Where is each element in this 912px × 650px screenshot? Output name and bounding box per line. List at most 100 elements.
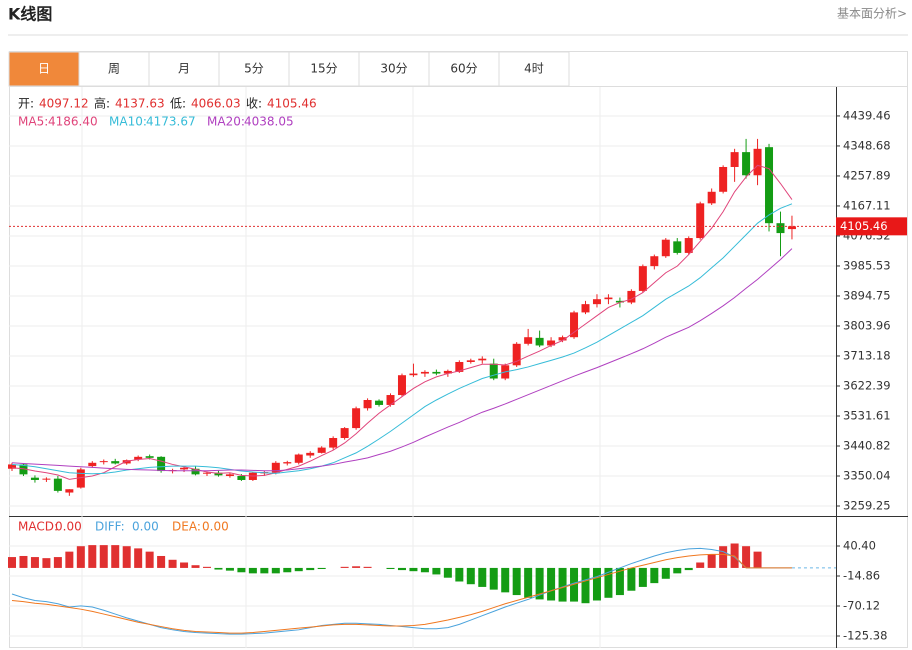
y-tick-label: -70.12 — [843, 598, 880, 612]
tab-label[interactable]: 周 — [108, 62, 120, 76]
ohlc-label: 低: — [170, 97, 186, 111]
macd-bar — [340, 566, 349, 568]
ohlc-label: 高: — [94, 96, 110, 111]
macd-bar — [30, 557, 39, 568]
macd-bar — [684, 567, 693, 571]
candle-body — [294, 454, 303, 463]
candle-body — [317, 447, 326, 453]
tab[interactable] — [358, 51, 430, 87]
candle-body — [535, 337, 544, 346]
macd-bar — [627, 567, 636, 591]
y-tick-label: 4257.89 — [843, 168, 891, 182]
tab-label[interactable]: 60分 — [450, 62, 477, 76]
candle-body — [352, 408, 361, 429]
macd-bar — [19, 555, 28, 568]
candle-body — [420, 371, 429, 374]
candle-body — [489, 363, 498, 379]
ma-legend-value: 4186.40 — [48, 115, 98, 129]
macd-bar — [650, 567, 659, 584]
macd-legend-label: DEA: — [172, 520, 201, 534]
candle-body — [592, 299, 601, 305]
ma-legend-label: MA20: — [207, 115, 245, 129]
candle-body — [145, 456, 154, 458]
candle-body — [329, 438, 338, 448]
ohlc-value: 4066.03 — [191, 97, 241, 111]
macd-bar — [53, 557, 62, 568]
macd-bar — [524, 567, 533, 598]
candle-body — [765, 147, 774, 224]
y-tick-label: 3713.18 — [843, 348, 891, 362]
macd-bar — [443, 567, 452, 578]
tab-label[interactable]: 4时 — [524, 62, 544, 76]
y-tick-label: 3803.96 — [843, 318, 891, 332]
ma-legend-label: MA10: — [109, 115, 147, 129]
tab-label[interactable]: 月 — [178, 62, 190, 76]
y-tick-label: 3440.82 — [843, 438, 891, 452]
macd-bar — [180, 562, 189, 568]
macd-bar — [570, 567, 579, 602]
candle-body — [122, 460, 131, 464]
ohlc-label: 收: — [246, 97, 262, 111]
macd-bar — [225, 567, 234, 571]
ma-legend-label: MA5: — [18, 115, 48, 129]
macd-bar — [466, 567, 475, 585]
candle-body — [466, 360, 475, 362]
macd-bar — [134, 548, 143, 568]
macd-bar — [742, 546, 751, 568]
tab-label[interactable]: 30分 — [380, 62, 407, 76]
macd-bar — [99, 545, 108, 568]
candle-body — [661, 239, 670, 257]
candle-body — [615, 300, 624, 303]
macd-line — [11, 547, 792, 635]
candle-body — [776, 223, 785, 234]
candle-body — [191, 468, 200, 475]
macd-bar — [581, 567, 590, 604]
macd-bar — [547, 567, 556, 601]
candle-body — [76, 469, 85, 488]
candle-body — [524, 337, 533, 344]
candle-body — [397, 375, 406, 396]
y-tick-label: 40.40 — [843, 538, 876, 552]
candle-body — [42, 478, 51, 480]
candle-body — [53, 478, 62, 491]
candle-body — [363, 399, 372, 409]
macd-bar — [191, 565, 200, 568]
tab-label[interactable]: 5分 — [244, 62, 264, 76]
candle-body — [719, 166, 728, 192]
macd-bar — [501, 567, 510, 593]
tab[interactable] — [78, 51, 150, 87]
candle-body — [386, 395, 395, 405]
macd-bar — [661, 567, 670, 579]
candle-body — [604, 297, 613, 300]
macd-bar — [535, 567, 544, 600]
tab-label[interactable]: 日 — [38, 62, 50, 76]
macd-bar — [409, 567, 418, 572]
macd-bar — [248, 567, 257, 574]
tab-label[interactable]: 15分 — [310, 62, 337, 76]
macd-bar — [478, 567, 487, 587]
macd-line — [11, 553, 792, 634]
macd-bar — [707, 554, 716, 568]
fundamental-link[interactable]: 基本面分析> — [837, 7, 907, 21]
candle-body — [225, 474, 234, 477]
candle-body — [570, 312, 579, 338]
tab[interactable] — [8, 51, 80, 87]
candle-body — [65, 489, 74, 493]
candle-body — [638, 266, 647, 291]
macd-bar — [397, 567, 406, 571]
ma-line — [11, 164, 793, 480]
candle-body — [306, 452, 315, 456]
candle-body — [742, 152, 751, 176]
tab[interactable] — [428, 51, 500, 87]
macd-bar — [145, 551, 154, 568]
ma-line — [11, 203, 793, 475]
candle-body — [455, 361, 464, 372]
macd-legend-label: DIFF: — [95, 520, 125, 534]
y-tick-label: 3350.04 — [843, 468, 891, 482]
macd-bar — [604, 567, 613, 598]
tab[interactable] — [498, 51, 570, 87]
candle-body — [512, 343, 521, 366]
candle-body — [8, 464, 16, 469]
macd-bar — [638, 567, 647, 587]
